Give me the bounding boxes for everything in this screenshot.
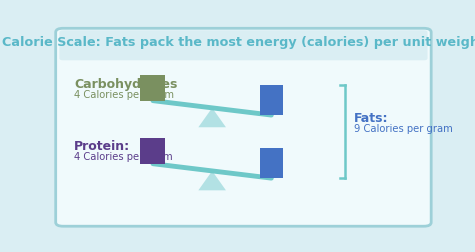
- Bar: [141, 75, 165, 101]
- Polygon shape: [199, 108, 226, 127]
- Text: 4 Calories per gram: 4 Calories per gram: [74, 152, 173, 162]
- Text: Carbohydrates: Carbohydrates: [74, 78, 178, 91]
- Text: 4 Calories per Gram: 4 Calories per Gram: [74, 90, 174, 100]
- Polygon shape: [199, 171, 226, 190]
- FancyBboxPatch shape: [56, 28, 431, 226]
- Bar: [141, 139, 165, 164]
- FancyBboxPatch shape: [59, 30, 428, 60]
- Bar: [260, 148, 283, 178]
- Text: Calorie Scale: Fats pack the most energy (calories) per unit weight: Calorie Scale: Fats pack the most energy…: [2, 36, 475, 49]
- Text: 9 Calories per gram: 9 Calories per gram: [354, 124, 453, 134]
- Text: Fats:: Fats:: [354, 112, 389, 125]
- Bar: [260, 85, 283, 115]
- Text: Protein:: Protein:: [74, 140, 130, 153]
